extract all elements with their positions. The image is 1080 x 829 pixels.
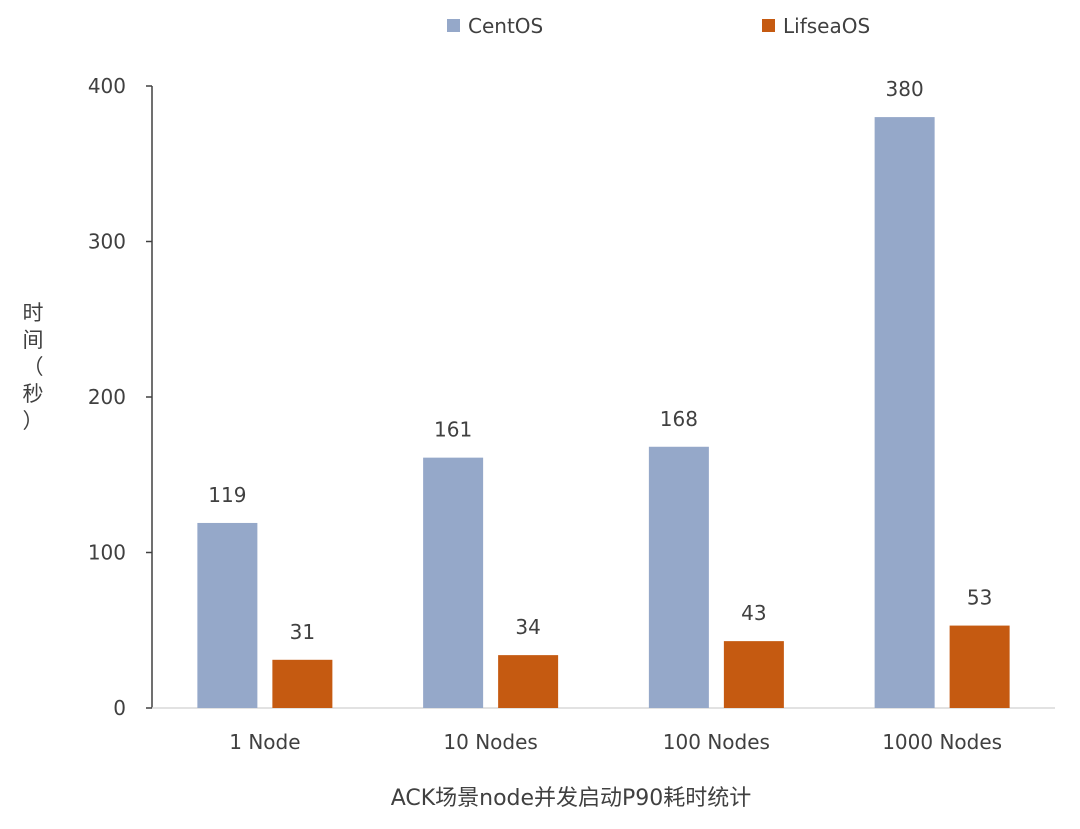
bars: 119 161 168 380 31 34 43 53 bbox=[197, 77, 1010, 709]
data-label: 119 bbox=[208, 483, 246, 507]
y-tick-label: 200 bbox=[88, 385, 126, 409]
bar-centos bbox=[874, 117, 935, 709]
y-label-char: ） bbox=[23, 409, 44, 433]
bar-centos bbox=[648, 446, 709, 708]
y-label-char: （ bbox=[23, 355, 44, 379]
data-label: 53 bbox=[967, 586, 992, 610]
data-label: 161 bbox=[434, 418, 472, 442]
data-label: 34 bbox=[515, 615, 540, 639]
data-label: 31 bbox=[290, 620, 315, 644]
legend-swatch-centos bbox=[447, 19, 460, 32]
x-tick-label: 100 Nodes bbox=[663, 730, 770, 754]
x-axis: 1 Node 10 Nodes 100 Nodes 1000 Nodes bbox=[152, 707, 1055, 754]
y-label-char: 时 bbox=[23, 301, 44, 325]
bar-lifseaos bbox=[498, 655, 559, 708]
bar-centos bbox=[423, 457, 484, 708]
x-tick-label: 10 Nodes bbox=[443, 730, 537, 754]
legend-swatch-lifseaos bbox=[762, 19, 775, 32]
legend-label: LifseaOS bbox=[783, 14, 870, 38]
bar-lifseaos bbox=[272, 659, 333, 708]
y-label-char: 秒 bbox=[23, 382, 44, 406]
y-axis-label: 时间 （ 秒 ） bbox=[23, 301, 44, 433]
bar-lifseaos bbox=[949, 625, 1010, 708]
y-label-char: 间 bbox=[23, 328, 44, 352]
legend-label: CentOS bbox=[468, 14, 543, 38]
data-label: 168 bbox=[660, 407, 698, 431]
y-tick-label: 0 bbox=[113, 696, 126, 720]
y-axis: 0 100 200 300 400 bbox=[88, 74, 153, 720]
bar-lifseaos bbox=[723, 641, 784, 708]
y-tick-label: 300 bbox=[88, 230, 126, 254]
y-tick-label: 400 bbox=[88, 74, 126, 98]
legend: CentOS LifseaOS bbox=[447, 14, 870, 38]
data-label: 380 bbox=[886, 77, 924, 101]
data-label: 43 bbox=[741, 601, 766, 625]
x-tick-label: 1 Node bbox=[229, 730, 300, 754]
y-tick-label: 100 bbox=[88, 541, 126, 565]
x-axis-title: ACK场景node并发启动P90耗时统计 bbox=[391, 786, 752, 811]
x-tick-label: 1000 Nodes bbox=[882, 730, 1002, 754]
bar-centos bbox=[197, 522, 258, 708]
